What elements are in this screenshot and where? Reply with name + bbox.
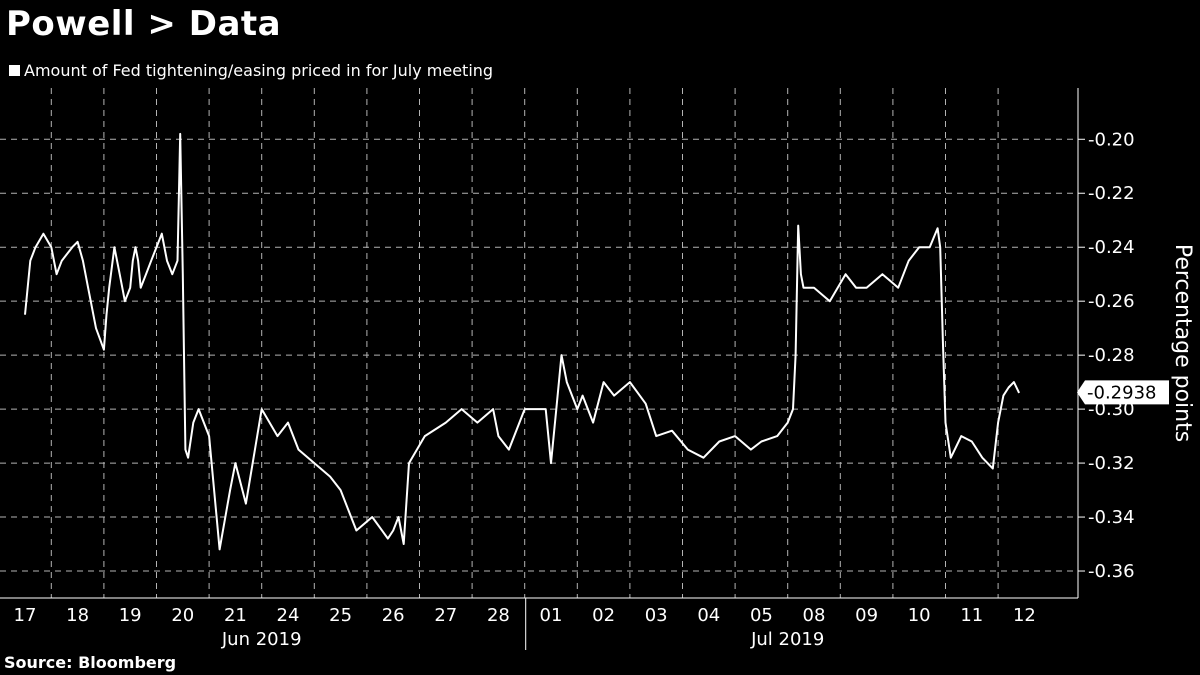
x-tick-label: 20 bbox=[171, 605, 194, 626]
x-tick-label: 28 bbox=[487, 605, 510, 626]
y-tick-label: -0.32 bbox=[1088, 453, 1135, 474]
x-tick-label: 24 bbox=[277, 605, 300, 626]
x-tick-label: 02 bbox=[592, 605, 615, 626]
chart-title: Powell > Data bbox=[6, 4, 282, 44]
x-tick-label: 05 bbox=[750, 605, 773, 626]
x-tick-label: 21 bbox=[224, 605, 247, 626]
y-tick-label: -0.22 bbox=[1088, 183, 1135, 204]
x-tick-label: 26 bbox=[382, 605, 405, 626]
y-tick-label: -0.24 bbox=[1088, 237, 1135, 258]
legend-label: Amount of Fed tightening/easing priced i… bbox=[24, 61, 494, 80]
x-tick-label: 18 bbox=[66, 605, 89, 626]
x-tick-label: 03 bbox=[645, 605, 668, 626]
x-tick-label: 17 bbox=[14, 605, 37, 626]
legend: Amount of Fed tightening/easing priced i… bbox=[9, 61, 493, 80]
y-tick-label: -0.28 bbox=[1088, 345, 1135, 366]
y-tick-label: -0.20 bbox=[1088, 129, 1135, 150]
x-tick-label: 04 bbox=[697, 605, 720, 626]
x-month-label: Jun 2019 bbox=[221, 629, 302, 650]
x-tick-label: 12 bbox=[1013, 605, 1036, 626]
x-tick-label: 09 bbox=[855, 605, 878, 626]
x-tick-label: 27 bbox=[434, 605, 457, 626]
y-tick-label: -0.34 bbox=[1088, 507, 1135, 528]
y-tick-label: -0.36 bbox=[1088, 561, 1135, 582]
y-axis-title: Percentage points bbox=[1170, 244, 1195, 442]
last-value-callout bbox=[1077, 380, 1169, 405]
x-tick-label: 19 bbox=[119, 605, 142, 626]
y-tick-label: -0.26 bbox=[1088, 291, 1135, 312]
source-note: Source: Bloomberg bbox=[4, 653, 177, 672]
legend-swatch bbox=[9, 65, 20, 76]
x-tick-label: 11 bbox=[960, 605, 983, 626]
x-tick-label: 25 bbox=[329, 605, 352, 626]
last-value-label: -0.2938 bbox=[1087, 382, 1156, 403]
x-month-label: Jul 2019 bbox=[750, 629, 824, 650]
series-line bbox=[24, 132, 1021, 551]
x-tick-label: 01 bbox=[540, 605, 563, 626]
x-tick-label: 08 bbox=[803, 605, 826, 626]
x-tick-label: 10 bbox=[908, 605, 931, 626]
